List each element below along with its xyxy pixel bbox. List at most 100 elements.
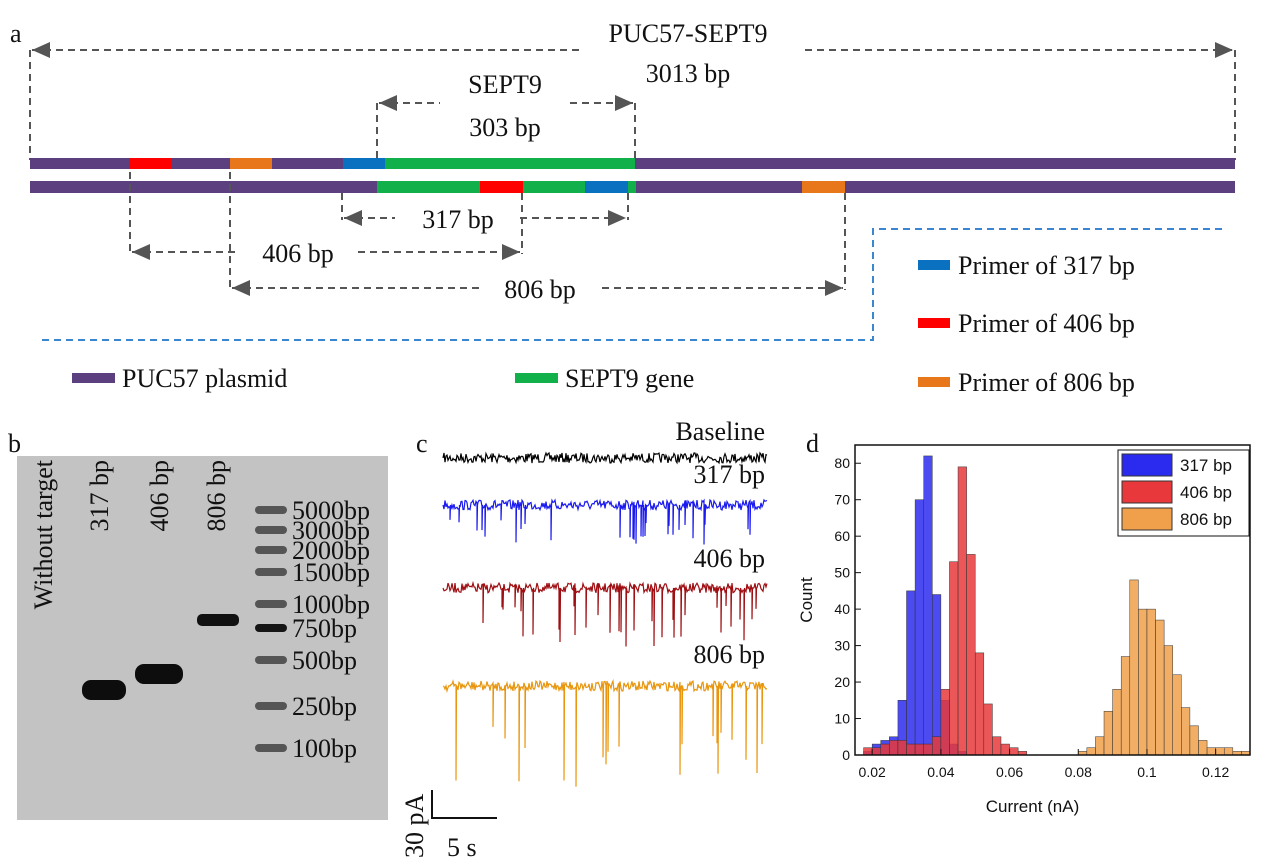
panel-label: a — [10, 19, 22, 48]
gel — [17, 456, 388, 820]
y-tick-label: 80 — [834, 455, 850, 471]
legend-swatch — [1121, 453, 1173, 477]
x-tick-label: 0.04 — [927, 764, 954, 780]
ladder-label: 500bp — [292, 646, 357, 675]
y-tick-label: 50 — [834, 565, 850, 581]
plasmid-length: 3013 bp — [646, 59, 731, 88]
bar — [1163, 645, 1173, 756]
gene — [385, 158, 635, 169]
gene-title: SEPT9 — [468, 70, 542, 99]
y-tick-label: 60 — [834, 528, 850, 544]
y-tick-label: 0 — [842, 747, 850, 763]
primer — [585, 181, 628, 193]
legend-label: 806 bp — [1180, 510, 1232, 529]
legend-swatch — [515, 373, 558, 383]
y-tick-label: 10 — [834, 711, 850, 727]
product-length: 317 bp — [422, 205, 494, 234]
legend-label: 406 bp — [1180, 483, 1232, 502]
bar — [923, 743, 933, 756]
band — [135, 664, 183, 684]
band — [197, 614, 239, 626]
ladder-label: 100bp — [292, 734, 357, 763]
ladder-label: 5000bp — [292, 496, 370, 525]
lane-label: Without target — [29, 459, 58, 609]
bar — [906, 590, 916, 756]
bar — [1009, 747, 1019, 756]
bar — [1129, 579, 1139, 756]
band — [82, 680, 126, 700]
bar — [1000, 743, 1010, 756]
bar — [871, 747, 882, 756]
legend-label: Primer of 406 bp — [958, 309, 1135, 338]
bar — [914, 499, 924, 756]
bar — [1112, 689, 1122, 756]
plasmid-title: PUC57-SEPT9 — [609, 19, 768, 48]
lane-label: 317 bp — [85, 460, 114, 532]
bar — [957, 466, 967, 756]
primer — [480, 181, 523, 193]
product-length: 806 bp — [504, 275, 576, 304]
bar — [880, 743, 890, 756]
ladder-band — [255, 568, 287, 576]
plot-frame — [854, 444, 1251, 756]
panel-label: d — [806, 429, 819, 458]
legend-label: Primer of 806 bp — [958, 368, 1135, 397]
panel-label: c — [416, 429, 428, 458]
bar — [932, 736, 942, 756]
ladder-band — [255, 744, 287, 752]
legend-swatch — [918, 377, 950, 387]
bar — [974, 652, 985, 756]
x-tick-label: 0.06 — [996, 764, 1023, 780]
bar — [1095, 736, 1105, 756]
y-tick-label: 20 — [834, 674, 850, 690]
bar — [992, 736, 1002, 756]
primer — [343, 158, 385, 169]
ladder-band — [255, 526, 287, 534]
bar — [1215, 747, 1225, 756]
legend-swatch — [918, 318, 950, 328]
bar — [949, 561, 959, 756]
trace-label: Baseline — [675, 417, 765, 446]
legend-swatch — [72, 373, 115, 383]
legend-swatch — [1121, 480, 1173, 504]
bar — [1120, 656, 1131, 756]
panel-c: c 30 pA 5 s Baseline 317 bp 406 bp 806 bp — [400, 417, 768, 862]
x-tick-label: 0.1 — [1137, 764, 1157, 780]
current-trace — [442, 451, 768, 465]
current-trace — [442, 580, 768, 647]
ladder-label: 1500bp — [292, 558, 370, 587]
ladder-band — [255, 506, 287, 514]
ladder-label: 2000bp — [292, 536, 370, 565]
ladder-label: 1000bp — [292, 590, 370, 619]
x-tick-label: 0.08 — [1065, 764, 1092, 780]
panel-a: a PUC57-SEPT9 3013 bp SEPT9 303 bp 317 b… — [10, 19, 1236, 397]
ladder-label: 250bp — [292, 692, 357, 721]
primer — [802, 181, 845, 193]
product-length: 406 bp — [262, 239, 334, 268]
primer — [130, 158, 172, 169]
bar — [906, 743, 916, 756]
bar — [1155, 619, 1165, 756]
bar — [1146, 608, 1156, 756]
separator — [42, 228, 1222, 341]
trace-label: 317 bp — [694, 460, 766, 489]
bar — [1223, 747, 1234, 756]
bar — [889, 740, 899, 756]
lane-label: 406 bp — [145, 460, 174, 532]
y-tick-label: 40 — [834, 601, 850, 617]
x-tick-label: 0.02 — [859, 764, 886, 780]
primer — [230, 158, 272, 169]
ladder-label: 3000bp — [292, 516, 370, 545]
legend-label: SEPT9 gene — [565, 364, 694, 393]
ladder-label: 750bp — [292, 614, 357, 643]
legend-swatch — [1121, 507, 1173, 531]
current-trace — [442, 498, 768, 545]
bar — [966, 554, 976, 756]
scale-label: 30 pA — [400, 794, 429, 859]
current-trace — [442, 678, 768, 787]
ladder-band — [255, 702, 287, 710]
legend-label: PUC57 plasmid — [122, 364, 287, 393]
bar — [1138, 608, 1148, 756]
bar — [983, 703, 993, 756]
